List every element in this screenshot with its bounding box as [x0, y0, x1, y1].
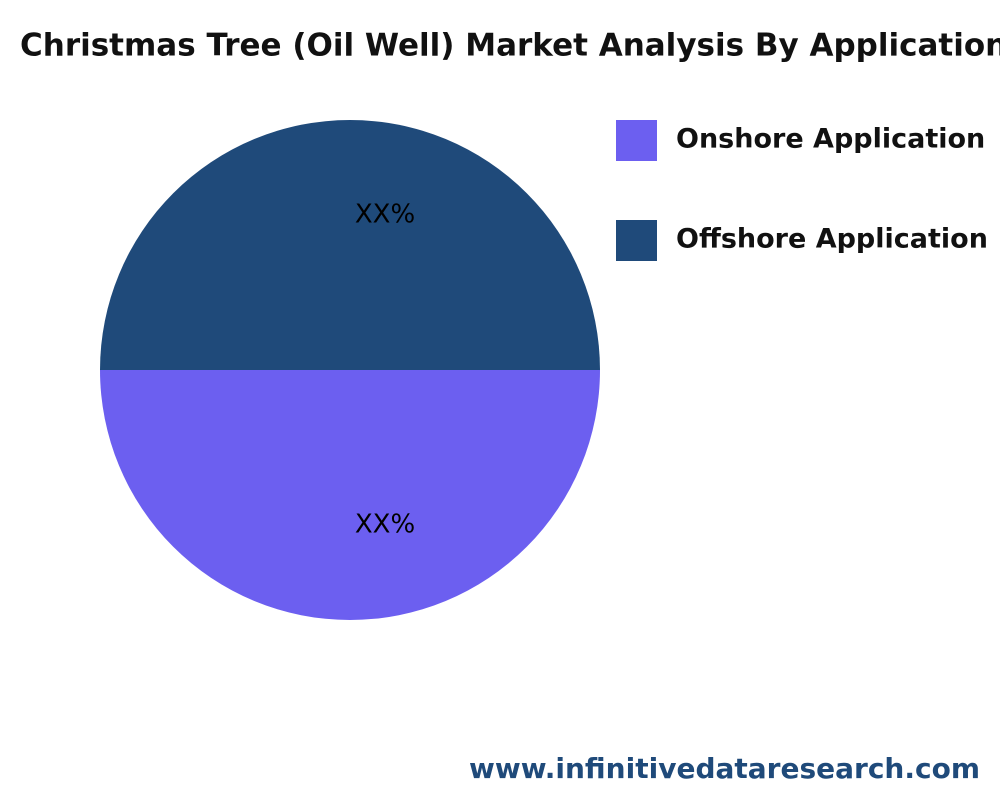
- legend-label: Offshore Application: [676, 224, 988, 255]
- pie-slice: [100, 370, 600, 620]
- legend-swatch: [616, 120, 657, 161]
- slice-label: XX%: [355, 510, 415, 540]
- legend-swatch: [616, 220, 657, 261]
- pie-slice: [100, 120, 600, 370]
- chart-title: Christmas Tree (Oil Well) Market Analysi…: [20, 28, 1000, 64]
- slice-label: XX%: [355, 200, 415, 230]
- footer: www.infinitivedataresearch.com: [469, 752, 980, 785]
- legend-label: Onshore Application: [676, 124, 985, 155]
